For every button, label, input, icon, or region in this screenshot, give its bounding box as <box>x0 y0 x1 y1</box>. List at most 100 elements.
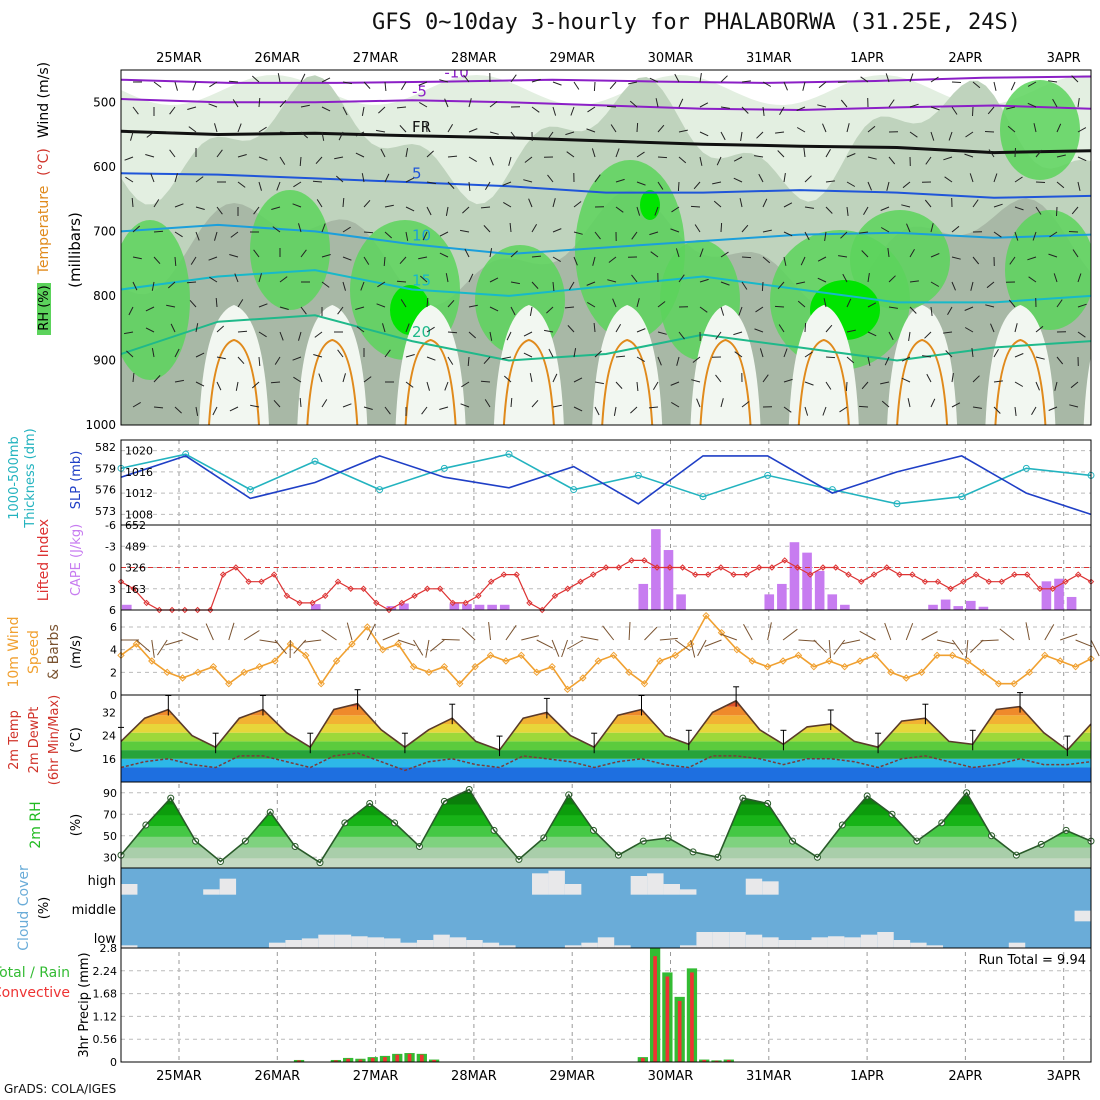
wind-marker <box>917 668 926 677</box>
wind-barb <box>506 331 512 341</box>
wind-barb <box>987 106 995 115</box>
pressure-tick: 900 <box>93 353 116 367</box>
precip-total-rain-label: Total / Rain <box>0 965 70 981</box>
wind-barb <box>649 231 659 236</box>
wind-barb <box>299 397 302 408</box>
wind-barb <box>720 398 724 408</box>
wind-barb <box>1035 149 1043 158</box>
wind-barb <box>985 304 995 308</box>
wind-barb <box>565 131 575 136</box>
wind-barb <box>631 274 638 283</box>
cloud-bar-high <box>219 878 237 895</box>
temp-band <box>121 767 1091 782</box>
wind-barb <box>531 281 539 289</box>
wind-barb <box>468 181 471 192</box>
cloud-bg <box>121 868 1091 948</box>
wind-barb <box>944 176 953 183</box>
wind-barb <box>378 106 386 114</box>
y-tick: 6 <box>110 621 117 634</box>
wind-barb <box>930 223 934 233</box>
wind-barb <box>677 181 680 192</box>
wind-marker <box>225 679 233 688</box>
wind-barb <box>298 223 302 233</box>
wind-barb <box>169 106 176 115</box>
temperature-unit-label: (°C) <box>36 148 52 176</box>
wind-barb <box>568 281 575 290</box>
precip-convective-label: Convective <box>0 985 70 1001</box>
wind-barb <box>510 131 517 140</box>
wind-barb <box>418 81 428 86</box>
wind-barb <box>1070 381 1079 389</box>
precip-convective-bar <box>383 1057 387 1062</box>
date-label-top: 28MAR <box>451 51 497 66</box>
wind-barb <box>313 354 323 358</box>
temp-contour--10 <box>121 75 1091 84</box>
wind-barb <box>174 256 177 267</box>
y-tick: 1.12 <box>93 1010 118 1023</box>
boundary-layer-plume <box>1083 356 1091 425</box>
wind-marker <box>209 662 218 671</box>
wind10m-barbs-label: & Barbs <box>46 624 62 680</box>
wind-barb <box>342 281 346 291</box>
wind-barb <box>321 254 331 258</box>
wind-barb <box>970 281 974 291</box>
wind-barb <box>612 298 617 308</box>
wind-barb <box>678 129 688 133</box>
wind-barb <box>1035 356 1045 360</box>
wind-marker <box>1087 655 1095 663</box>
wind-barb <box>636 328 646 333</box>
li-marker <box>704 571 712 578</box>
wind-barb <box>552 373 558 383</box>
wind-barb <box>321 281 330 288</box>
cape-tick: 326 <box>125 562 146 575</box>
wind-barb <box>607 279 617 283</box>
rh2m-label: 2m RH <box>28 801 44 848</box>
wind-barb <box>237 181 246 188</box>
wind-marker <box>763 662 772 671</box>
wind-barb <box>132 225 141 233</box>
wind-barb <box>314 331 323 338</box>
wind-barb <box>1048 406 1058 411</box>
wind-marker <box>456 679 464 688</box>
wind-barb <box>237 299 244 308</box>
cape-bar <box>802 552 812 610</box>
wind-barb <box>924 199 932 208</box>
cloud-bar-low <box>745 934 763 948</box>
wind-barb <box>418 256 428 260</box>
date-label-bottom: 2APR <box>948 1069 982 1084</box>
wind-barb <box>943 331 953 334</box>
wind-barb <box>880 206 890 211</box>
wind-barb <box>1035 381 1040 391</box>
cloud-bar-low <box>827 936 845 948</box>
wind-barb <box>930 131 935 141</box>
li-tick: -3 <box>105 540 116 553</box>
wind-marker <box>286 640 295 648</box>
temp-contour-warm <box>601 338 654 425</box>
temp2m-line <box>120 699 1092 752</box>
wind-barb <box>426 326 435 333</box>
precip-convective-bar <box>419 1054 424 1062</box>
wind-barb <box>235 381 239 391</box>
wind-barb <box>1077 98 1080 108</box>
wind-barb <box>888 331 894 341</box>
cloud-bar-low <box>860 934 878 948</box>
boundary-layer-plume <box>887 305 958 425</box>
wind-barb <box>380 148 386 158</box>
wind-barb <box>426 297 429 308</box>
wind-barb <box>965 131 974 138</box>
wind-barb <box>503 201 512 208</box>
wind-barb-10m <box>828 639 831 659</box>
wind-marker <box>840 662 849 671</box>
li-marker <box>909 571 916 578</box>
wind-barb <box>132 281 138 291</box>
li-marker <box>1062 578 1069 585</box>
wind-barb <box>804 175 812 183</box>
wind-barb <box>741 401 750 408</box>
wind-barb <box>888 275 896 283</box>
wind-barb <box>825 180 835 183</box>
temp-contour--5 <box>121 98 1091 112</box>
rh-moist-region <box>1000 80 1080 180</box>
cloud-bar-high <box>630 876 648 895</box>
li-tick: 3 <box>109 583 116 596</box>
cloud-bar-low <box>318 934 335 948</box>
